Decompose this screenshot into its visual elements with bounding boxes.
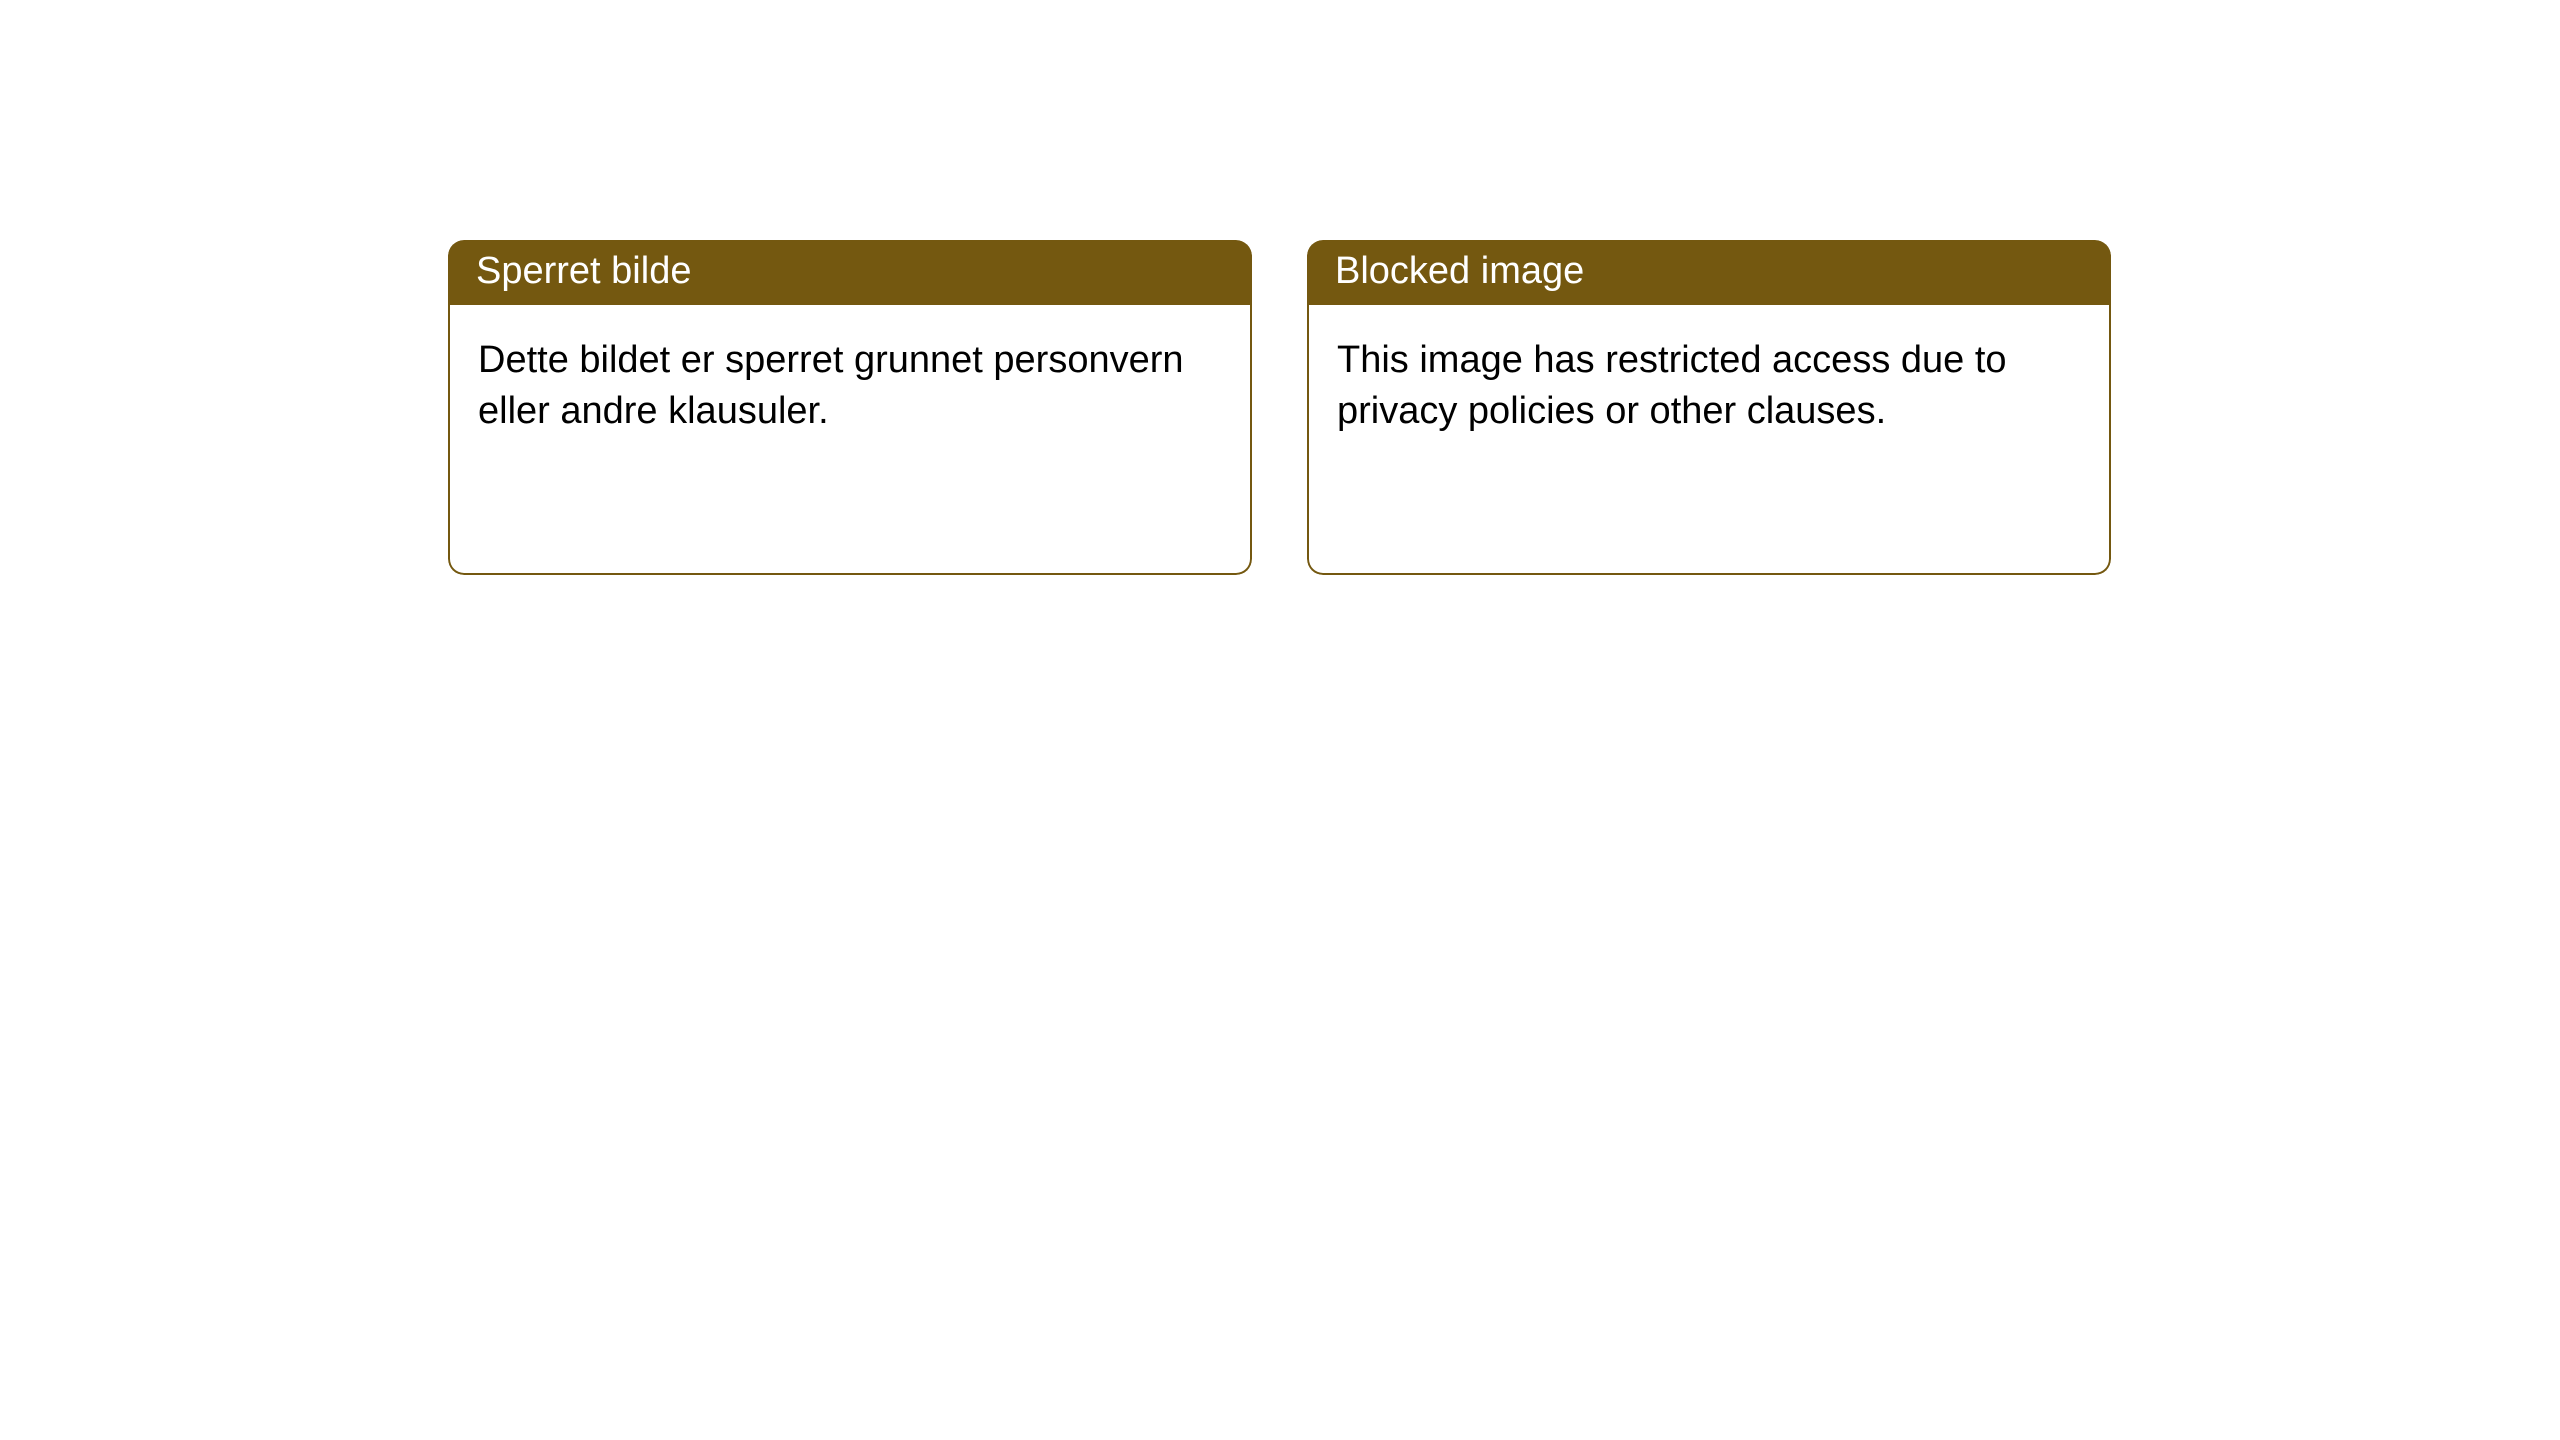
notice-header-en: Blocked image <box>1307 240 2111 305</box>
notice-body-no: Dette bildet er sperret grunnet personve… <box>448 305 1252 575</box>
notice-card-en: Blocked image This image has restricted … <box>1307 240 2111 575</box>
notice-container: Sperret bilde Dette bildet er sperret gr… <box>0 0 2560 575</box>
notice-card-no: Sperret bilde Dette bildet er sperret gr… <box>448 240 1252 575</box>
notice-header-no: Sperret bilde <box>448 240 1252 305</box>
notice-body-en: This image has restricted access due to … <box>1307 305 2111 575</box>
